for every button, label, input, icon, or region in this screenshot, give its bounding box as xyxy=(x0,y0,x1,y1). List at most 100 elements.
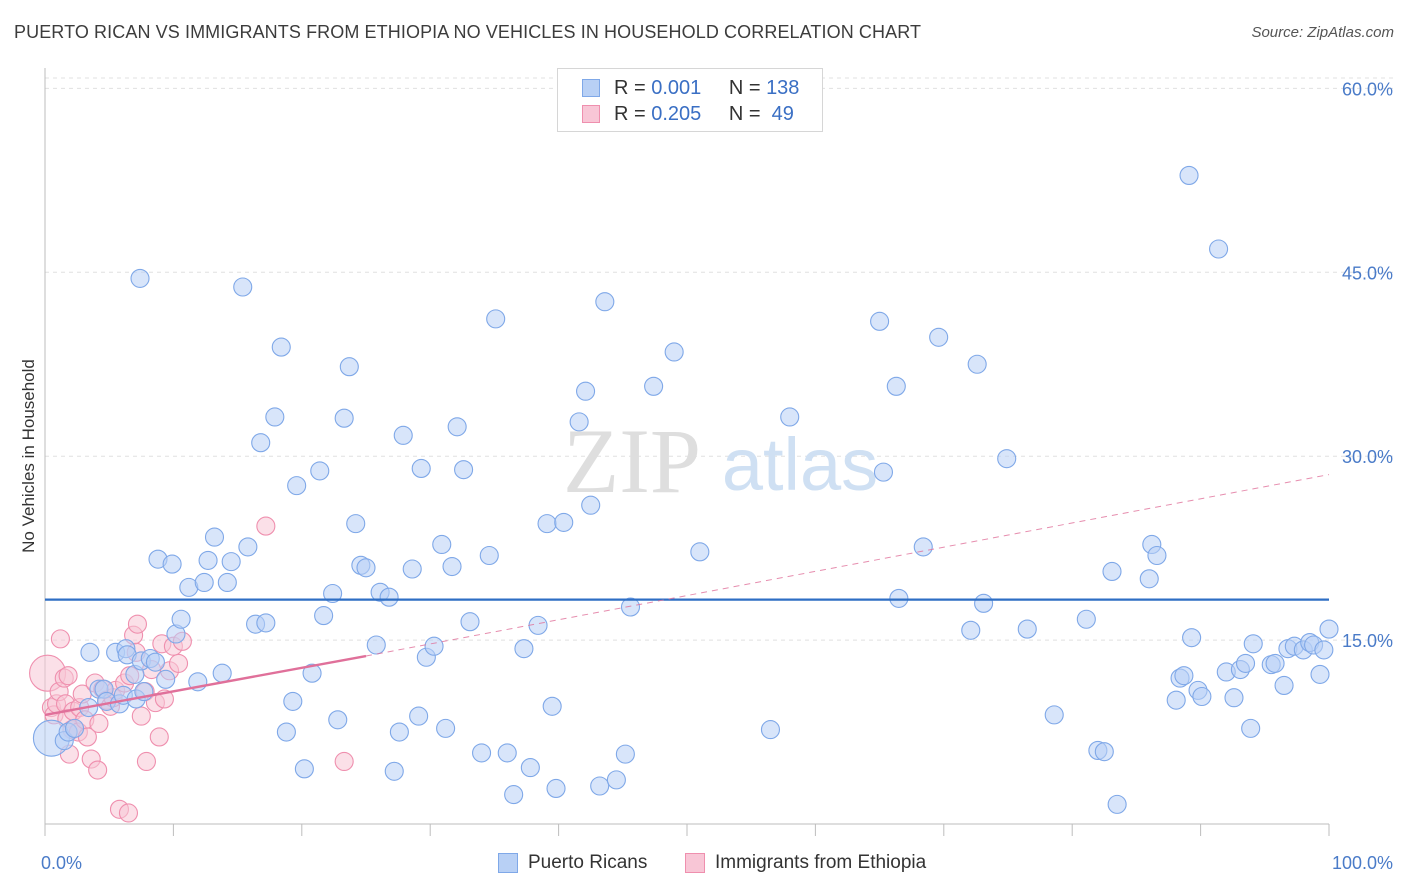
point-puerto-rican xyxy=(145,652,165,672)
point-puerto-rican xyxy=(595,292,615,312)
point-puerto-rican xyxy=(664,342,684,362)
point-puerto-rican xyxy=(1209,239,1229,259)
bottom-legend-label: Puerto Ricans xyxy=(528,852,648,873)
point-puerto-rican xyxy=(1166,690,1186,710)
source-label: Source: ZipAtlas.com xyxy=(1251,24,1394,41)
point-puerto-rican xyxy=(454,460,474,480)
x-tick-label: 0.0% xyxy=(41,853,82,873)
point-puerto-rican xyxy=(256,613,276,633)
point-puerto-rican xyxy=(576,381,596,401)
legend-n-label: N = xyxy=(728,102,761,125)
point-puerto-rican xyxy=(873,462,894,482)
point-ethiopia xyxy=(256,516,276,536)
point-puerto-rican xyxy=(339,357,359,377)
point-puerto-rican xyxy=(204,527,225,547)
point-puerto-rican xyxy=(581,495,601,515)
point-puerto-rican xyxy=(217,572,237,593)
point-puerto-rican xyxy=(590,776,610,796)
legend: R = 0.001 N = 138 R = 0.205 N = 49 xyxy=(557,68,823,132)
point-puerto-rican xyxy=(251,433,271,453)
bottom-legend-label: Immigrants from Ethiopia xyxy=(715,852,927,873)
point-puerto-rican xyxy=(1319,619,1339,639)
point-puerto-rican xyxy=(961,620,981,640)
bottom-legend-puerto-ricans: Puerto Ricans xyxy=(498,852,647,874)
watermark: ZIP atlas xyxy=(563,410,878,512)
point-puerto-rican xyxy=(1310,664,1330,684)
point-puerto-rican xyxy=(1235,653,1256,673)
point-puerto-rican xyxy=(528,615,548,635)
point-puerto-rican xyxy=(1076,609,1096,629)
point-puerto-rican xyxy=(546,778,566,798)
y-tick-label: 30.0% xyxy=(1342,447,1393,467)
point-puerto-rican xyxy=(221,552,241,572)
point-puerto-rican xyxy=(198,550,218,570)
point-puerto-rican xyxy=(1044,705,1064,725)
point-puerto-rican xyxy=(265,407,285,427)
point-puerto-rican xyxy=(64,718,85,738)
point-puerto-rican xyxy=(379,587,399,607)
point-puerto-rican xyxy=(997,449,1017,469)
point-puerto-rican xyxy=(620,597,641,617)
point-puerto-rican xyxy=(644,376,664,396)
watermark-atlas: atlas xyxy=(722,423,878,506)
legend-r-value: 0.205 xyxy=(651,102,702,125)
point-puerto-rican xyxy=(967,354,987,374)
point-puerto-rican xyxy=(554,512,574,532)
point-puerto-rican xyxy=(366,635,386,655)
point-puerto-rican xyxy=(384,761,404,781)
trend-lines xyxy=(44,474,1330,717)
legend-n-value: 138 xyxy=(766,76,800,99)
point-ethiopia xyxy=(127,614,147,634)
point-puerto-rican xyxy=(156,669,176,689)
point-ethiopia xyxy=(50,629,70,649)
bottom-legend-swatch-pink xyxy=(685,853,705,873)
series-puerto-ricans xyxy=(32,165,1339,814)
point-puerto-rican xyxy=(974,593,994,613)
point-puerto-rican xyxy=(1274,675,1294,696)
point-puerto-rican xyxy=(514,639,534,659)
point-puerto-rican xyxy=(287,476,307,496)
trend-extension-ethiopia xyxy=(365,474,1330,657)
point-puerto-rican xyxy=(1182,628,1202,648)
point-puerto-rican xyxy=(913,537,933,557)
legend-row-ethiopia: R = 0.205 N = 49 xyxy=(582,102,794,126)
point-puerto-rican xyxy=(1102,561,1122,581)
point-puerto-rican xyxy=(328,710,348,730)
point-puerto-rican xyxy=(424,636,444,656)
bottom-legend: Puerto Ricans Immigrants from Ethiopia xyxy=(0,852,1406,878)
point-puerto-rican xyxy=(194,572,214,593)
point-puerto-rican xyxy=(497,743,517,763)
point-puerto-rican xyxy=(870,311,890,331)
point-puerto-rican xyxy=(886,376,906,396)
y-tick-label: 15.0% xyxy=(1342,631,1393,651)
point-puerto-rican xyxy=(233,277,253,297)
point-puerto-rican xyxy=(760,720,781,740)
point-puerto-rican xyxy=(1224,688,1244,708)
legend-n-label: N = xyxy=(728,76,761,99)
x-tick-label: 100.0% xyxy=(1332,853,1393,873)
point-puerto-rican xyxy=(447,417,467,437)
point-puerto-rican xyxy=(334,408,354,428)
point-puerto-rican xyxy=(1265,653,1285,673)
point-puerto-rican xyxy=(472,743,492,763)
point-puerto-rican xyxy=(302,663,322,683)
point-ethiopia xyxy=(89,713,109,734)
legend-swatch-pink xyxy=(582,105,600,123)
point-puerto-rican xyxy=(569,412,589,432)
point-ethiopia xyxy=(58,666,78,686)
point-puerto-rican xyxy=(171,609,191,629)
point-ethiopia xyxy=(118,803,139,823)
chart-title: PUERTO RICAN VS IMMIGRANTS FROM ETHIOPIA… xyxy=(14,22,922,42)
point-puerto-rican xyxy=(212,663,232,683)
point-puerto-rican xyxy=(310,461,330,481)
point-puerto-rican xyxy=(1174,666,1194,686)
point-puerto-rican xyxy=(1243,634,1263,654)
bottom-legend-ethiopia: Immigrants from Ethiopia xyxy=(685,852,926,874)
y-axis-label: No Vehicles in Household xyxy=(19,359,38,553)
point-puerto-rican xyxy=(929,327,949,347)
point-ethiopia xyxy=(131,706,151,726)
point-puerto-rican xyxy=(402,559,422,579)
point-puerto-rican xyxy=(356,558,376,578)
point-puerto-rican xyxy=(780,407,800,427)
